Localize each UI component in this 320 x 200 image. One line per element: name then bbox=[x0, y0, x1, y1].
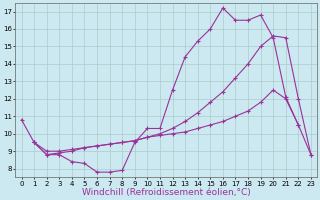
X-axis label: Windchill (Refroidissement éolien,°C): Windchill (Refroidissement éolien,°C) bbox=[82, 188, 251, 197]
